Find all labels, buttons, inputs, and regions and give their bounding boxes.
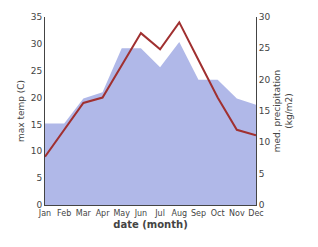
svg-text:Jun: Jun [134,209,148,218]
svg-text:30: 30 [31,39,43,49]
svg-text:Feb: Feb [57,209,71,218]
svg-text:30: 30 [259,12,271,22]
svg-text:20: 20 [259,75,271,85]
svg-text:0: 0 [259,200,265,210]
svg-text:Jul: Jul [154,209,165,218]
svg-text:5: 5 [259,169,265,179]
svg-text:15: 15 [259,106,270,116]
svg-text:Apr: Apr [96,209,111,218]
svg-text:Oct: Oct [211,209,225,218]
svg-text:25: 25 [259,43,270,53]
svg-text:0: 0 [36,200,42,210]
svg-text:Jan: Jan [38,209,51,218]
svg-text:10: 10 [31,146,43,156]
svg-text:Sep: Sep [191,209,206,218]
svg-text:25: 25 [31,66,42,76]
svg-text:May: May [113,209,130,218]
svg-text:med. precipitation(kg/m2): med. precipitation(kg/m2) [272,70,294,152]
svg-text:Mar: Mar [76,209,92,218]
svg-text:Nov: Nov [229,209,245,218]
svg-text:5: 5 [36,173,42,183]
svg-text:Aug: Aug [171,209,187,218]
svg-text:max temp (C): max temp (C) [16,80,26,142]
svg-text:Dec: Dec [248,209,263,218]
svg-text:15: 15 [31,120,42,130]
svg-text:35: 35 [31,12,42,22]
svg-text:date (month): date (month) [113,219,187,230]
svg-text:10: 10 [259,137,271,147]
svg-text:20: 20 [31,93,43,103]
